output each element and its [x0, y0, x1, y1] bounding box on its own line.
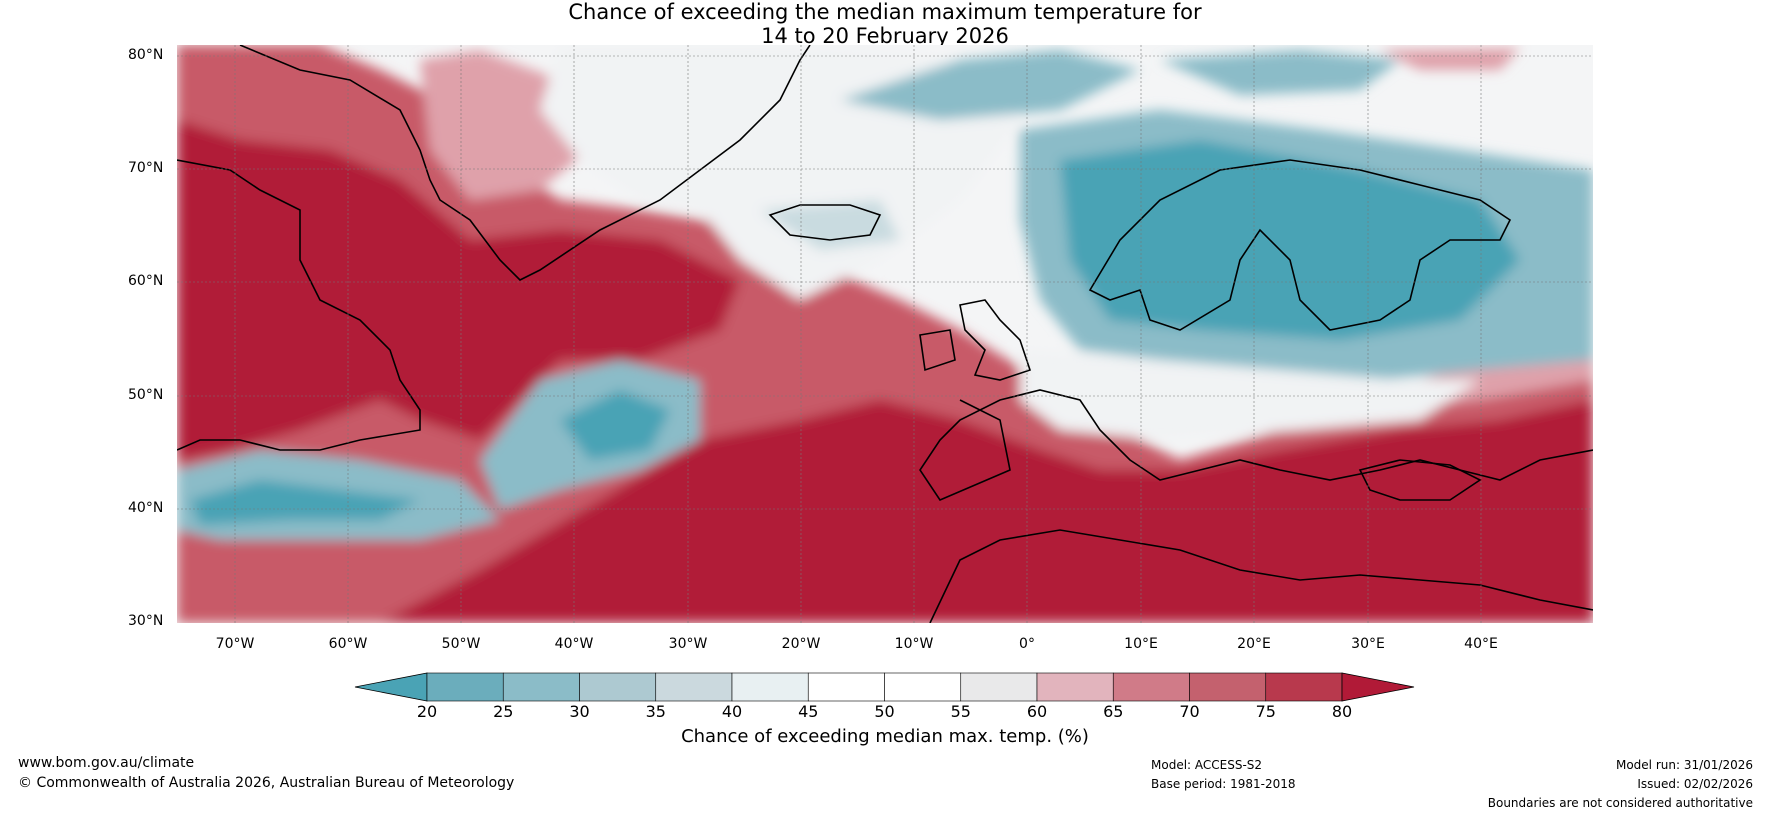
- lat-label-60n: 60°N: [128, 273, 164, 289]
- colorbar-segment: [426, 672, 504, 702]
- coast-black-sea: [1358, 459, 1482, 501]
- colorbar-segment: [807, 672, 885, 702]
- colorbar-segment: [1036, 672, 1114, 702]
- colorbar-extend-high: [1341, 672, 1415, 702]
- lon-label-60w: 60°W: [328, 636, 368, 652]
- footer-disclaimer: Boundaries are not considered authoritat…: [1487, 796, 1753, 810]
- colorbar-tick-label: 80: [1331, 702, 1353, 721]
- coastlines: [177, 45, 1593, 623]
- lat-label-80n: 80°N: [128, 47, 164, 63]
- neutral-europe: [1020, 350, 1480, 440]
- colorbar-segment: [731, 672, 809, 702]
- coast-iceland: [768, 204, 882, 241]
- lon-label-40w: 40°W: [554, 636, 594, 652]
- colorbar-tick-label: 40: [721, 702, 743, 721]
- cool-core-atlantic: [560, 390, 670, 460]
- coast-africa: [929, 529, 1593, 623]
- title-line-1: Chance of exceeding the median maximum t…: [568, 0, 1202, 24]
- footer-model: Model: ACCESS-S2: [1151, 758, 1263, 772]
- lat-label-30n: 30°N: [128, 613, 164, 629]
- lon-label-40e: 40°E: [1464, 636, 1498, 652]
- lon-label-30e: 30°E: [1351, 636, 1385, 652]
- colorbar-segment: [655, 672, 733, 702]
- footer-copyright: © Commonwealth of Australia 2026, Austra…: [18, 775, 515, 791]
- colorbar-tick-label: 30: [569, 702, 590, 721]
- warm-core-west: [177, 120, 740, 460]
- footer-issued: Issued: 02/02/2026: [1637, 777, 1753, 791]
- coast-ireland: [919, 329, 956, 372]
- colorbar-tick-label: 25: [493, 702, 514, 721]
- colorbar-tick-label: 70: [1179, 702, 1200, 721]
- coast-greenland: [239, 45, 811, 281]
- cool-arctic-band: [840, 50, 1140, 120]
- map-area: [177, 45, 1593, 623]
- colorbar-segment: [1112, 672, 1190, 702]
- lat-label-40n: 40°N: [128, 500, 164, 516]
- colorbar-segment: [579, 672, 657, 702]
- cool-arctic-svalbard: [1160, 50, 1400, 95]
- colorbar-segment: [1265, 672, 1343, 702]
- cool-core-southwest: [190, 480, 420, 525]
- warm-arctic-patch: [1380, 48, 1520, 70]
- cool-core-scandinavia: [1060, 140, 1520, 340]
- colorbar-segment: [1189, 672, 1267, 702]
- colorbar-tick-label: 75: [1255, 702, 1276, 721]
- probability-field: [177, 45, 1593, 623]
- colorbar-title: Chance of exceeding median max. temp. (%…: [681, 726, 1089, 747]
- coast-canada: [177, 159, 421, 451]
- colorbar-tick-label: 60: [1026, 702, 1048, 721]
- gridlines: [177, 45, 1593, 623]
- lon-label-20w: 20°W: [781, 636, 821, 652]
- colorbar-segment: [960, 672, 1038, 702]
- coast-scandinavia: [1088, 159, 1512, 331]
- lon-label-20e: 20°E: [1237, 636, 1271, 652]
- lat-label-50n: 50°N: [128, 387, 164, 403]
- colorbar-segment: [502, 672, 580, 702]
- cool-iceland: [760, 200, 900, 250]
- colorbar-tick-label: 55: [950, 702, 971, 721]
- warm-core-atlantic: [380, 400, 1593, 623]
- colorbar-tick-label: 50: [874, 702, 895, 721]
- footer-base-period: Base period: 1981-2018: [1151, 777, 1296, 791]
- title-line-2: 14 to 20 February 2026: [761, 24, 1009, 48]
- lon-label-70w: 70°W: [215, 636, 255, 652]
- lon-label-10e: 10°E: [1124, 636, 1158, 652]
- colorbar-tick-label: 65: [1103, 702, 1124, 721]
- colorbar-tick-label: 45: [798, 702, 819, 721]
- colorbar-tick-label: 20: [416, 702, 438, 721]
- map-title: Chance of exceeding the median maximum t…: [0, 0, 1770, 48]
- footer-model-run: Model run: 31/01/2026: [1615, 758, 1753, 772]
- lon-label-10w: 10°W: [894, 636, 934, 652]
- coast-uk: [959, 299, 1032, 381]
- lon-label-0: 0°: [1019, 636, 1035, 652]
- lon-label-50w: 50°W: [441, 636, 481, 652]
- colorbar: [354, 672, 1415, 702]
- lat-label-70n: 70°N: [128, 160, 164, 176]
- lon-label-30w: 30°W: [668, 636, 708, 652]
- colorbar-segment: [884, 672, 962, 702]
- colorbar-extend-low: [354, 672, 428, 702]
- colorbar-tick-label: 35: [645, 702, 666, 721]
- footer-url[interactable]: www.bom.gov.au/climate: [18, 755, 195, 771]
